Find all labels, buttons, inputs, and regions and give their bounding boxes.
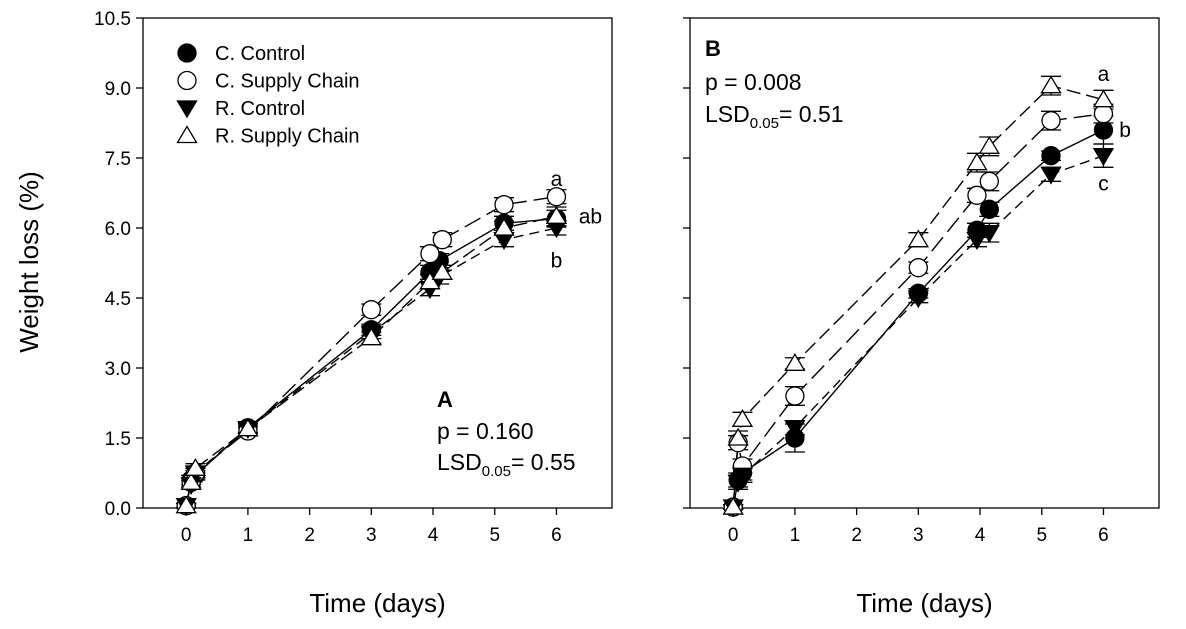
significance-letter: a: [551, 168, 563, 191]
x-tick-label: 6: [1098, 525, 1109, 546]
lsd-prefix: LSD: [437, 449, 482, 475]
data-point: [907, 290, 929, 309]
data-point: [361, 300, 381, 320]
x-tick-label: 6: [551, 525, 562, 546]
legend-label: C. Supply Chain: [215, 71, 360, 93]
x-tick-label: 5: [1036, 525, 1047, 546]
y-tick-label: 7.5: [105, 149, 131, 170]
p-value-text: p = 0.160: [437, 418, 534, 444]
data-point: [360, 327, 382, 346]
y-axis-title: Weight loss (%): [14, 171, 44, 353]
y-tick-label: 10.5: [94, 9, 131, 30]
data-point: [493, 217, 515, 236]
legend-marker: [176, 100, 198, 119]
x-tick-label: 0: [181, 525, 192, 546]
legend-label: R. Control: [215, 98, 305, 120]
y-tick-label: 6.0: [105, 219, 131, 240]
data-point: [175, 495, 197, 514]
data-point: [432, 230, 452, 250]
data-point: [1092, 148, 1115, 166]
data-point: [1041, 146, 1061, 166]
lsd-text: LSD0.05= 0.55: [437, 449, 576, 480]
data-point: [978, 225, 1000, 243]
x-axis-title: Time (days): [856, 588, 992, 618]
y-tick-label: 0.0: [105, 499, 131, 520]
series-line: [732, 129, 1104, 508]
significance-letter: ab: [579, 205, 602, 228]
data-point: [722, 496, 744, 515]
x-tick-label: 5: [489, 525, 500, 546]
series-line: [732, 155, 1104, 508]
data-point: [785, 386, 805, 406]
x-tick-label: 4: [975, 525, 986, 546]
data-point: [908, 258, 928, 278]
data-point: [420, 244, 440, 264]
data-point: [727, 427, 749, 446]
plot-frame: [689, 17, 1160, 509]
x-tick-label: 2: [851, 525, 862, 546]
x-axis-title: Time (days): [309, 588, 445, 618]
panel-b: 0 1 2 3 4 5 6 Time (days) a b c Bp = 0.008 LSD0.05= …: [683, 17, 1160, 618]
panel-letter: B: [705, 36, 721, 61]
x-tick-label: 4: [428, 525, 439, 546]
data-point: [784, 353, 806, 371]
y-tick-label: 1.5: [105, 429, 131, 450]
lsd-prefix: LSD: [705, 101, 750, 127]
data-point: [1040, 166, 1062, 185]
panel-letter: A: [437, 387, 453, 412]
data-point: [967, 185, 987, 205]
legend-label: C. Control: [215, 43, 305, 65]
data-point: [731, 467, 754, 486]
y-tick-label: 9.0: [105, 79, 131, 100]
legend-marker: [177, 43, 197, 63]
lsd-value: = 0.51: [779, 101, 844, 127]
y-tick-label: 3.0: [105, 359, 131, 380]
data-point: [180, 472, 202, 490]
data-point: [1093, 104, 1114, 124]
data-point: [979, 171, 999, 191]
y-tick-label: 4.5: [105, 289, 131, 310]
data-point: [966, 152, 988, 171]
lsd-text: LSD0.05= 0.51: [705, 101, 844, 132]
x-tick-label: 3: [366, 525, 377, 546]
x-tick-label: 0: [728, 525, 739, 546]
data-point: [784, 420, 806, 439]
data-point: [237, 418, 259, 437]
data-point: [1093, 120, 1114, 140]
p-value-text: p = 0.008: [705, 69, 802, 95]
data-point: [494, 195, 514, 215]
data-point: [546, 187, 567, 207]
data-point: [431, 262, 453, 280]
significance-letter: b: [1119, 119, 1131, 142]
legend-marker: [177, 70, 197, 91]
legend-label: R. Supply Chain: [215, 126, 360, 148]
legend-marker: [176, 125, 198, 144]
significance-letter: a: [1098, 63, 1110, 86]
data-point: [979, 199, 999, 219]
x-tick-label: 1: [243, 525, 254, 546]
x-tick-label: 2: [304, 525, 315, 546]
data-point: [1040, 75, 1062, 94]
x-tick-label: 1: [790, 525, 801, 546]
x-tick-label: 3: [913, 525, 924, 546]
data-point: [419, 271, 441, 290]
plot-frame: [142, 17, 613, 509]
data-point: [545, 206, 568, 224]
panel-a: 0.0 1.5 3.0 4.5 6.0 7.5 9.0 10.5 0 1 2 3 4 5 6 Time (da…: [94, 9, 613, 618]
legend: C. Control C. Supply Chain R. Control R. Su…: [176, 43, 360, 148]
data-point: [1041, 111, 1061, 131]
lsd-value: = 0.55: [511, 449, 576, 475]
data-point: [966, 232, 988, 250]
data-point: [978, 136, 1000, 154]
data-point: [907, 229, 929, 248]
data-point: [184, 458, 207, 476]
significance-letter: c: [1098, 173, 1109, 196]
data-point: [1092, 89, 1115, 108]
lsd-subscript: 0.05: [750, 115, 779, 132]
lsd-subscript: 0.05: [482, 463, 511, 480]
significance-letter: b: [551, 250, 563, 273]
data-point: [731, 409, 754, 427]
